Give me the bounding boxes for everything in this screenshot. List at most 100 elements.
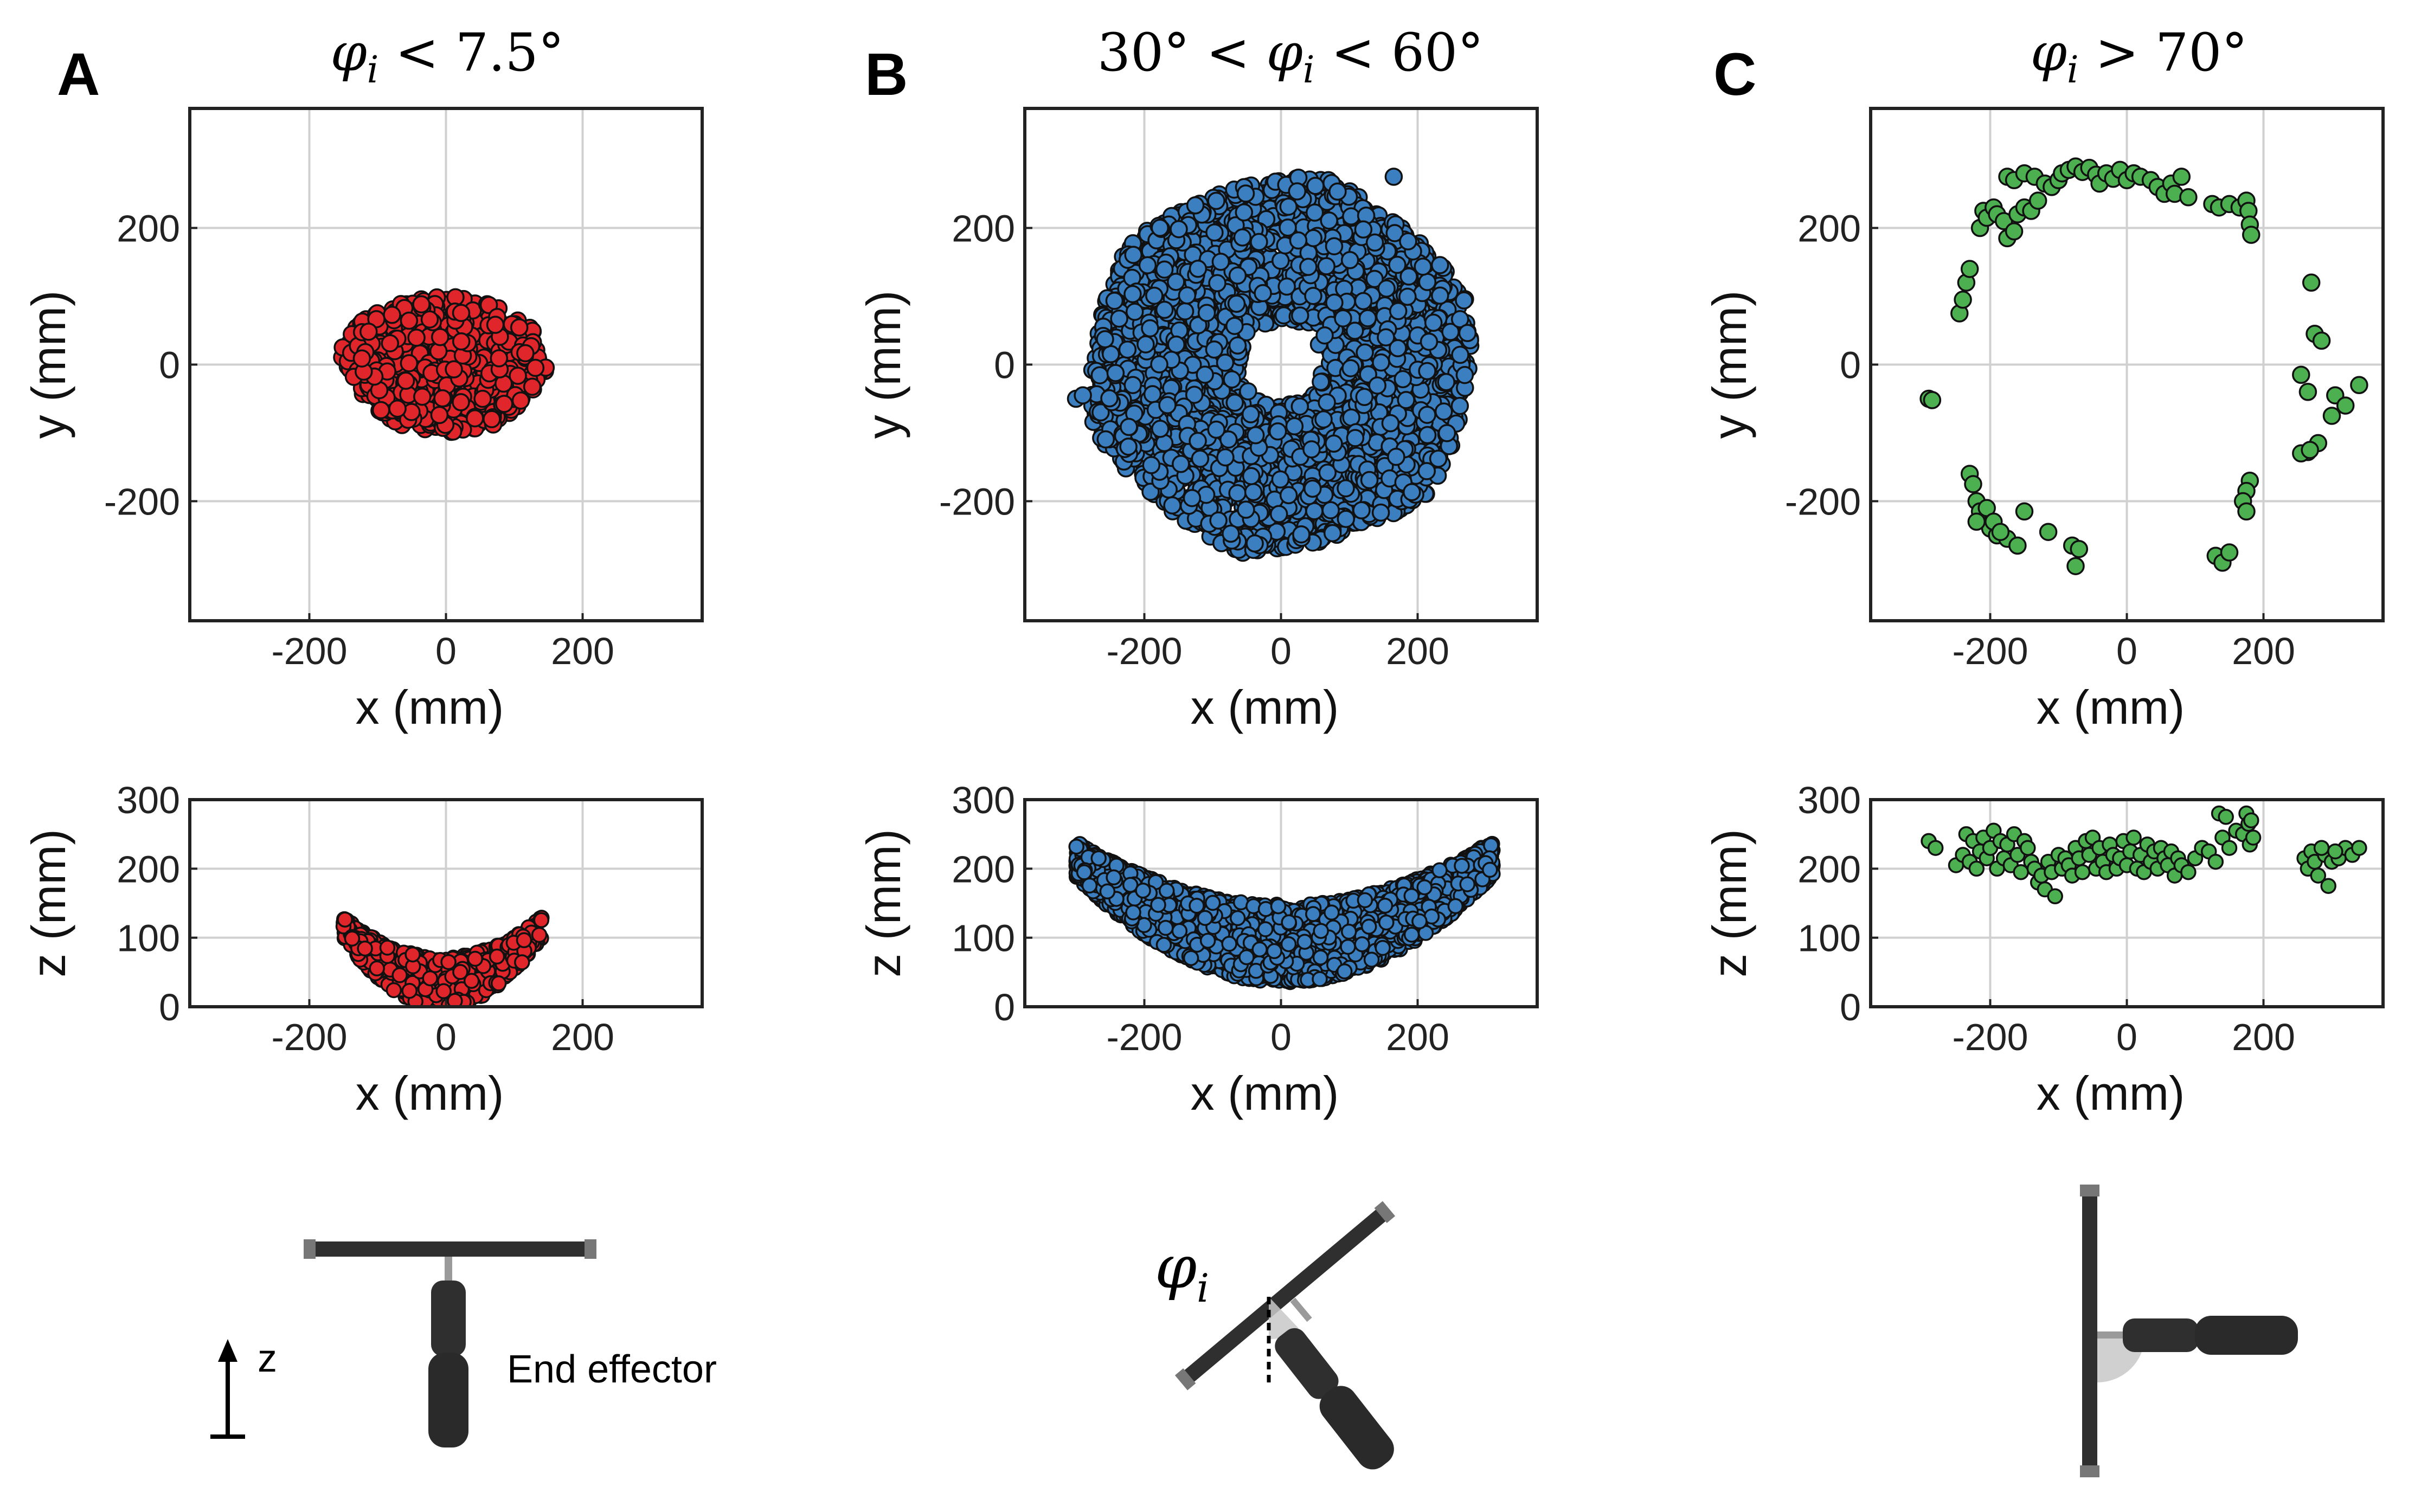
panel-letter-a: A <box>57 41 100 108</box>
x-tick-label: -200 <box>271 630 347 672</box>
data-point <box>400 311 419 330</box>
data-point <box>1246 426 1265 445</box>
data-point <box>1189 432 1207 451</box>
data-point <box>1090 366 1109 384</box>
data-point <box>1320 211 1338 230</box>
data-point <box>1451 345 1469 364</box>
data-point <box>1101 345 1120 364</box>
data-point <box>1458 324 1477 343</box>
data-point <box>1074 386 1092 404</box>
data-point <box>1136 335 1155 353</box>
data-point <box>1437 424 1456 442</box>
data-point <box>1399 232 1417 250</box>
data-point <box>1123 285 1142 304</box>
data-point <box>1233 228 1252 247</box>
data-point <box>1414 258 1432 276</box>
data-point <box>1417 462 1436 480</box>
data-point <box>1290 306 1309 325</box>
data-point <box>514 954 530 970</box>
data-point <box>1393 370 1412 389</box>
data-point <box>1292 525 1311 544</box>
data-point <box>1341 359 1360 377</box>
x-axis-label: x (mm) <box>356 680 504 734</box>
data-point <box>1151 420 1170 438</box>
data-point <box>337 911 353 928</box>
data-point <box>1354 292 1373 311</box>
data-point <box>1368 376 1386 395</box>
data-point <box>1365 269 1384 288</box>
data-point <box>1196 365 1214 384</box>
data-point <box>1397 391 1415 409</box>
data-point <box>1235 203 1254 222</box>
data-point <box>1356 343 1374 362</box>
data-point <box>1420 332 1439 351</box>
data-point <box>1124 246 1142 264</box>
x-tick-label: 200 <box>551 630 614 672</box>
panel-title-a: φi < 7.5° <box>330 22 564 92</box>
data-point <box>1100 389 1119 408</box>
data-point <box>391 967 408 983</box>
data-point <box>1185 385 1204 404</box>
data-point <box>1450 396 1469 415</box>
data-point <box>1325 434 1343 453</box>
data-point <box>1325 293 1344 312</box>
data-point <box>1118 340 1137 359</box>
x-tick-label: 200 <box>1386 630 1449 672</box>
data-point <box>1205 340 1224 359</box>
data-point <box>1318 393 1336 412</box>
data-point <box>1228 336 1247 355</box>
panel-letter-c: C <box>1713 41 1756 108</box>
data-point <box>1346 429 1365 447</box>
data-point <box>1223 370 1241 389</box>
data-point <box>1186 196 1205 215</box>
data-point <box>379 940 396 956</box>
data-point <box>1268 422 1287 441</box>
y-tick-label: -200 <box>104 481 180 523</box>
data-point <box>1138 256 1157 274</box>
data-point <box>1418 273 1437 291</box>
data-point <box>490 975 507 992</box>
x-tick-label: 0 <box>435 630 457 672</box>
data-point <box>1208 274 1226 293</box>
data-point <box>1381 414 1400 433</box>
data-point <box>445 360 463 379</box>
data-point <box>1106 364 1125 382</box>
data-point <box>1385 224 1404 242</box>
data-point <box>1207 191 1225 210</box>
y-axis-label: z (mm) <box>22 829 75 977</box>
data-point <box>1216 448 1235 467</box>
data-point <box>1398 287 1417 306</box>
data-points <box>1068 835 1501 990</box>
panel-title-b: 30° < φi < 60° <box>1097 22 1484 92</box>
data-point <box>1403 483 1421 501</box>
data-point <box>1269 505 1288 524</box>
data-point <box>463 973 480 989</box>
data-point <box>412 295 431 314</box>
data-point <box>1355 388 1374 407</box>
data-point <box>467 950 484 967</box>
data-points <box>1067 168 1480 562</box>
y-tick-label: 0 <box>159 986 180 1028</box>
data-point <box>1219 430 1238 449</box>
data-point <box>1119 437 1138 456</box>
data-point <box>435 983 452 1000</box>
data-point <box>1178 286 1197 305</box>
data-point <box>1225 393 1244 412</box>
data-point <box>1450 310 1469 329</box>
data-point <box>1418 406 1436 424</box>
data-points <box>333 288 555 441</box>
data-point <box>1207 420 1225 439</box>
data-point <box>1120 417 1138 436</box>
data-point <box>1239 382 1257 401</box>
data-point <box>1216 353 1235 372</box>
y-tick-label: 200 <box>117 208 180 250</box>
data-point <box>359 323 378 341</box>
data-point <box>420 310 439 329</box>
data-point <box>1305 502 1324 520</box>
data-point <box>1317 257 1335 275</box>
data-point <box>1155 260 1174 279</box>
y-tick-label: 100 <box>117 917 180 960</box>
